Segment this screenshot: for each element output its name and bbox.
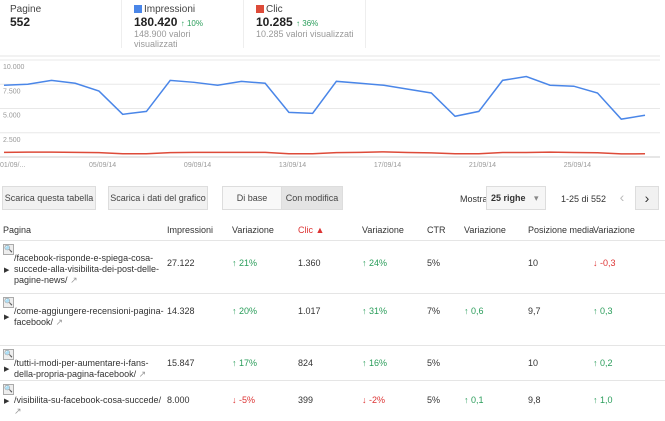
y-tick-label: 2.500: [3, 137, 21, 144]
cell-impr-chg: ↑ 17%: [232, 358, 257, 368]
x-tick-label: 13/09/14: [279, 162, 306, 169]
cell-pos: 10: [528, 258, 538, 268]
cell-ctr: 5%: [427, 358, 440, 368]
cell-ctr: 5%: [427, 258, 440, 268]
clicks-label: Clic: [266, 4, 283, 15]
col-clicks[interactable]: Clic ▲: [298, 225, 324, 235]
expand-triangle-icon[interactable]: ▶: [4, 365, 9, 373]
col-page[interactable]: Pagina: [3, 225, 31, 235]
next-page-button[interactable]: ›: [635, 186, 659, 210]
cell-clicks-chg: ↓ -2%: [362, 395, 385, 405]
cell-clicks: 1.017: [298, 306, 321, 316]
summary-clicks[interactable]: Clic 10.285 ↑ 36% 10.285 valori visualiz…: [244, 0, 366, 48]
cell-clicks: 399: [298, 395, 313, 405]
magnifier-icon[interactable]: 🔍: [3, 244, 14, 255]
cell-clicks-chg: ↑ 31%: [362, 306, 387, 316]
table-row: 🔍 ▶ /visibilita-su-facebook-cosa-succede/ …: [0, 380, 665, 421]
cell-pos-chg: ↑ 1,0: [593, 395, 613, 405]
y-tick-label: 10.000: [3, 64, 25, 71]
cell-ctr: 7%: [427, 306, 440, 316]
x-tick-label: 05/09/14: [89, 162, 116, 169]
col-position-change[interactable]: Variazione: [593, 225, 635, 235]
cell-impr-chg: ↑ 20%: [232, 306, 257, 316]
cell-pos: 9,7: [528, 306, 541, 316]
impressions-value: 180.420: [134, 15, 177, 29]
basic-toggle[interactable]: Di base: [222, 186, 282, 210]
cell-ctr: 5%: [427, 395, 440, 405]
col-ctr-change[interactable]: Variazione: [464, 225, 506, 235]
summary-impressions[interactable]: Impressioni 180.420 ↑ 10% 148.900 valori…: [122, 0, 244, 48]
col-impressions-change[interactable]: Variazione: [232, 225, 274, 235]
page-url[interactable]: /facebook-risponde-e-spiega-cosa-succede…: [14, 253, 164, 286]
pages-value: 552: [10, 15, 111, 29]
external-link-icon[interactable]: ↗: [56, 317, 64, 327]
cell-impr: 8.000: [167, 395, 190, 405]
impressions-color-icon: [134, 5, 142, 13]
external-link-icon[interactable]: ↗: [70, 275, 78, 285]
chevron-down-icon: ▾: [534, 193, 539, 203]
x-tick-label: 17/09/14: [374, 162, 401, 169]
external-link-icon[interactable]: ↗: [14, 406, 22, 416]
performance-chart: 10.000 7.500 5.000 2.500 01/09/... 05/09/14 09…: [0, 55, 665, 170]
cell-pos-chg: ↑ 0,2: [593, 358, 613, 368]
page-url[interactable]: /come-aggiungere-recensioni-pagina-faceb…: [14, 306, 164, 328]
cell-impr-chg: ↓ -5%: [232, 395, 255, 405]
rows-select[interactable]: 25 righe ▾: [486, 186, 546, 210]
impressions-sub: 148.900 valori visualizzati: [134, 29, 233, 49]
show-label: Mostra: [460, 194, 488, 204]
cell-pos-chg: ↑ 0,3: [593, 306, 613, 316]
page-url[interactable]: /visibilita-su-facebook-cosa-succede/ ↗: [14, 395, 164, 417]
pagination-range: 1-25 di 552: [561, 194, 606, 204]
cell-ctr-chg: ↑ 0,6: [464, 306, 484, 316]
modified-toggle[interactable]: Con modifica: [281, 186, 343, 210]
cell-impr: 27.122: [167, 258, 195, 268]
col-position[interactable]: Posizione media: [528, 225, 594, 235]
external-link-icon[interactable]: ↗: [139, 369, 147, 379]
clicks-change: ↑ 36%: [296, 19, 318, 28]
clicks-sub: 10.285 valori visualizzati: [256, 29, 355, 39]
download-table-button[interactable]: Scarica questa tabella: [2, 186, 96, 210]
col-impressions[interactable]: Impressioni: [167, 225, 213, 235]
cell-pos: 9,8: [528, 395, 541, 405]
summary-pages: Pagine 552: [0, 0, 122, 48]
prev-page-button[interactable]: ‹: [610, 186, 634, 210]
table-row: 🔍 ▶ /come-aggiungere-recensioni-pagina-fac…: [0, 293, 665, 346]
pages-label: Pagine: [10, 4, 111, 15]
col-clicks-change[interactable]: Variazione: [362, 225, 404, 235]
cell-clicks-chg: ↑ 16%: [362, 358, 387, 368]
cell-impr: 14.328: [167, 306, 195, 316]
x-tick-label: 09/09/14: [184, 162, 211, 169]
impressions-change: ↑ 10%: [181, 19, 203, 28]
expand-triangle-icon[interactable]: ▶: [4, 266, 9, 274]
y-tick-label: 7.500: [3, 88, 21, 95]
magnifier-icon[interactable]: 🔍: [3, 297, 14, 308]
table-row: 🔍 ▶ /tutti-i-modi-per-aumentare-i-fans-del…: [0, 345, 665, 381]
y-tick-label: 5.000: [3, 113, 21, 120]
clicks-value: 10.285: [256, 15, 293, 29]
impressions-label: Impressioni: [144, 4, 195, 15]
cell-clicks: 824: [298, 358, 313, 368]
x-tick-label: 01/09/...: [0, 162, 25, 169]
expand-triangle-icon[interactable]: ▶: [4, 397, 9, 405]
series-line-clic: [4, 152, 645, 154]
expand-triangle-icon[interactable]: ▶: [4, 313, 9, 321]
cell-ctr-chg: ↑ 0,1: [464, 395, 484, 405]
cell-clicks-chg: ↑ 24%: [362, 258, 387, 268]
x-tick-label: 21/09/14: [469, 162, 496, 169]
cell-pos: 10: [528, 358, 538, 368]
cell-impr-chg: ↑ 21%: [232, 258, 257, 268]
download-chart-button[interactable]: Scarica i dati del grafico: [108, 186, 208, 210]
cell-clicks: 1.360: [298, 258, 321, 268]
x-tick-label: 25/09/14: [564, 162, 591, 169]
magnifier-icon[interactable]: 🔍: [3, 349, 14, 360]
page-url[interactable]: /tutti-i-modi-per-aumentare-i-fans-della…: [14, 358, 164, 380]
magnifier-icon[interactable]: 🔍: [3, 384, 14, 395]
cell-impr: 15.847: [167, 358, 195, 368]
table-row: 🔍 ▶ /facebook-risponde-e-spiega-cosa-succe…: [0, 240, 665, 294]
col-ctr[interactable]: CTR: [427, 225, 446, 235]
series-line-impressioni: [4, 76, 645, 119]
clicks-color-icon: [256, 5, 264, 13]
cell-pos-chg: ↓ -0,3: [593, 258, 616, 268]
